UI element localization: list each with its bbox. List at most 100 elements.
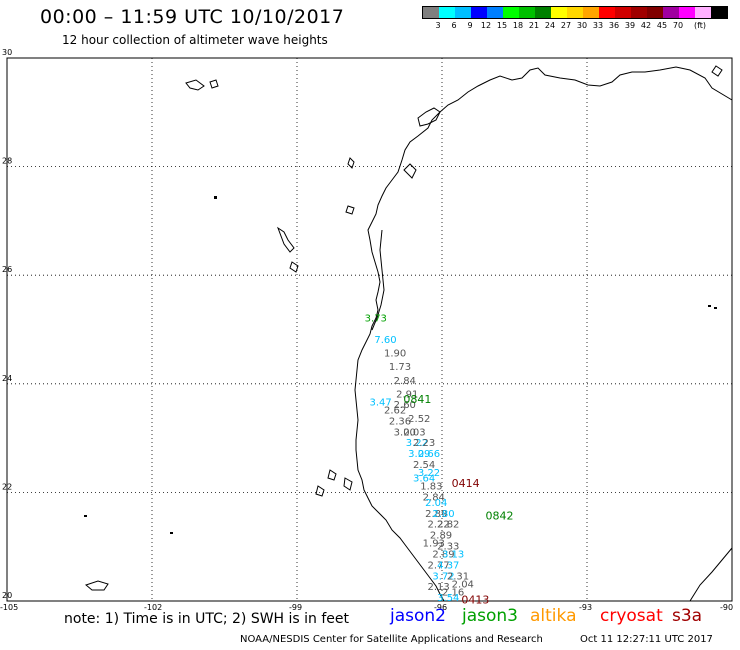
feature-dot [170,532,173,534]
scale-label: 15 [496,21,508,30]
satellite-legend-altika: altika [530,606,577,626]
satellite-legend-jason3: jason3 [462,606,518,626]
wave-height-value: 2.89 [430,531,452,542]
wave-height-value: 3.72 [432,571,454,582]
feature-dot [214,196,217,199]
scale-swatch [455,7,471,18]
latitude-tick-label: 20 [2,591,12,600]
gulf-coast-line [354,66,733,602]
color-scale-swatches [422,6,728,19]
scale-label: 30 [576,21,588,30]
latitude-tick-label: 24 [2,374,12,383]
wave-height-value: 2.13 [428,582,450,593]
lake-outline [345,205,355,215]
footer-note: note: 1) Time is in UTC; 2) SWH is in fe… [64,611,350,627]
scale-label: 36 [608,21,620,30]
wave-height-value: 2.77 [428,560,450,571]
map-subtitle: 12 hour collection of altimeter wave hei… [62,33,328,47]
wave-height-value: 2.62 [384,406,406,417]
wave-height-value: 3.09 [408,449,430,460]
wave-height-value: 2.91 [396,389,418,400]
map-frame [6,57,733,602]
wave-height-value: 2.04 [425,498,447,509]
lake-outline [289,261,299,273]
scale-swatch [679,7,695,18]
credit-line: NOAA/NESDIS Center for Satellite Applica… [240,634,543,645]
longitude-tick-label: -93 [579,603,592,612]
lake-outline [276,226,295,253]
wave-height-value: 7.60 [374,335,396,346]
wave-height-value: 2.36 [389,417,411,428]
wave-height-value: 3.00 [394,427,416,438]
wave-height-value: 2.16 [442,588,464,599]
pass-time-label: 0414 [452,477,480,490]
feature-dot [714,307,717,309]
lake-outline [209,79,219,89]
wave-height-observations: 3.73 7.60 1.90 1.73 2.84 2.91 3.47 2.602.622.52… [365,313,474,604]
wave-height-value: 1.93 [423,539,445,550]
bay-outline-2 [403,163,417,179]
longitude-tick-label: -99 [289,603,302,612]
generation-timestamp: Oct 11 12:27:11 UTC 2017 [580,634,713,645]
scale-swatch [631,7,647,18]
wave-height-value: 3.64 [413,474,435,485]
wave-height-value: 3.54 [437,593,459,604]
inland-water-bodies [84,65,723,591]
wave-height-value: 2.80 [432,509,454,520]
satellite-legend-cryosat: cryosat [600,606,663,626]
scale-label: 39 [624,21,636,30]
wave-height-value: 2.66 [418,449,440,460]
map-title: 00:00 – 11:59 UTC 10/10/2017 [40,6,345,28]
scale-swatch [487,7,503,18]
wave-height-value: 2.54 [413,460,435,471]
wave-height-value: 2.31 [447,571,469,582]
wave-height-value: 1.83 [420,482,442,493]
feature-dot [84,515,87,517]
scale-swatch [615,7,631,18]
scale-swatch [423,7,439,18]
lake-outline [327,469,337,481]
scale-swatch [711,7,727,18]
wave-height-value: 2.23 [413,438,435,449]
wave-height-value: 3.47 [370,398,392,409]
scale-swatch [519,7,535,18]
pass-time-label: 0413 [461,594,489,607]
scale-label: 70 [672,21,684,30]
latitude-tick-label: 28 [2,157,12,166]
wave-height-value: 3.22 [418,468,440,479]
scale-label: 21 [528,21,540,30]
satellite-legend-s3a: s3a [672,606,703,626]
wave-height-value: 2.89 [425,509,447,520]
scale-swatch [535,7,551,18]
wave-height-value: 2.52 [408,414,430,425]
wave-height-value: 2.89 [432,550,454,561]
coastline [354,66,733,602]
scale-label: 18 [512,21,524,30]
latitude-tick-label: 26 [2,265,12,274]
latitude-tick-label: 22 [2,482,12,491]
scale-label: 33 [592,21,604,30]
scale-label: 3 [435,21,441,30]
latitude-tick-label: 30 [2,48,12,57]
wave-height-value: 1.73 [389,362,411,373]
laguna-madre-inner-line [371,229,385,331]
pass-time-label: 0841 [403,393,431,406]
lake-outline [711,65,723,77]
satellite-legend-jason2: jason2 [390,606,446,626]
bay-outline [417,107,441,127]
scale-swatch [663,7,679,18]
small-features [84,196,717,534]
wave-height-value: 2.84 [394,376,416,387]
lake-outline [185,79,205,91]
scale-swatch [567,7,583,18]
scale-swatch [551,7,567,18]
wave-height-value: 2.03 [403,427,425,438]
island-outline [84,580,109,591]
scale-swatch [471,7,487,18]
wave-height-value: 2.60 [394,400,416,411]
lat-lon-grid [7,58,732,601]
wave-height-value: 2.33 [437,541,459,552]
lake-outline [347,157,355,169]
satellite-pass-times: 0841 0414 0842 0413 [403,393,513,607]
